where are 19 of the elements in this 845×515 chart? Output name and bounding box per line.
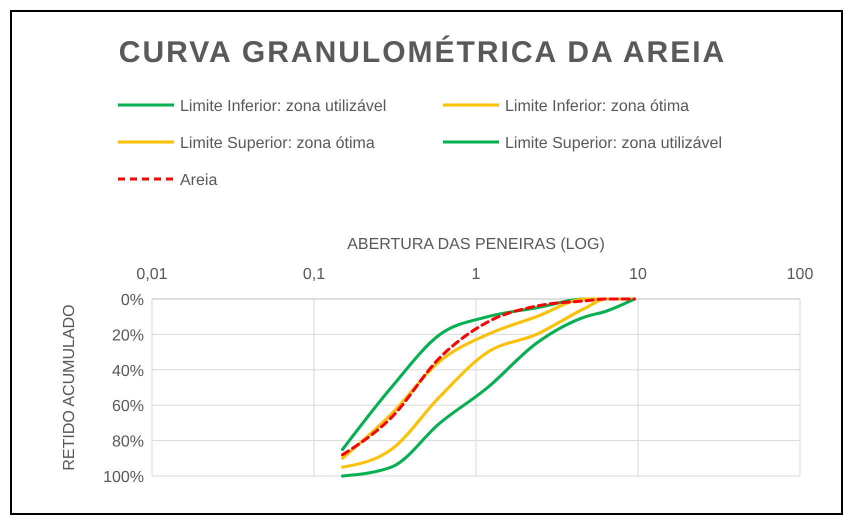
y-tick-label: 80% bbox=[112, 434, 144, 451]
y-tick-label: 40% bbox=[112, 362, 144, 380]
chart-title: CURVA GRANULOMÉTRICA DA AREIA bbox=[118, 35, 726, 69]
y-tick-label: 60% bbox=[112, 398, 144, 416]
legend-label: Areia bbox=[180, 172, 218, 189]
x-axis-title: ABERTURA DAS PENEIRAS (LOG) bbox=[347, 236, 605, 253]
y-axis-title: RETIDO ACUMULADO bbox=[61, 304, 78, 471]
x-tick-label: 0,01 bbox=[136, 266, 168, 283]
x-tick-label: 0,1 bbox=[302, 266, 326, 283]
x-tick-label: 1 bbox=[472, 266, 481, 283]
legend-label: Limite Superior: zona ótima bbox=[180, 135, 375, 152]
y-tick-label: 100% bbox=[103, 469, 144, 486]
y-tick-label: 20% bbox=[112, 327, 144, 344]
legend-label: Limite Inferior: zona utilizável bbox=[180, 98, 386, 115]
x-tick-label: 100 bbox=[786, 266, 814, 283]
x-tick-label: 10 bbox=[629, 266, 647, 283]
legend-label: Limite Superior: zona utilizável bbox=[505, 135, 722, 152]
legend-label: Limite Inferior: zona ótima bbox=[505, 98, 690, 115]
y-tick-label: 0% bbox=[120, 292, 144, 309]
